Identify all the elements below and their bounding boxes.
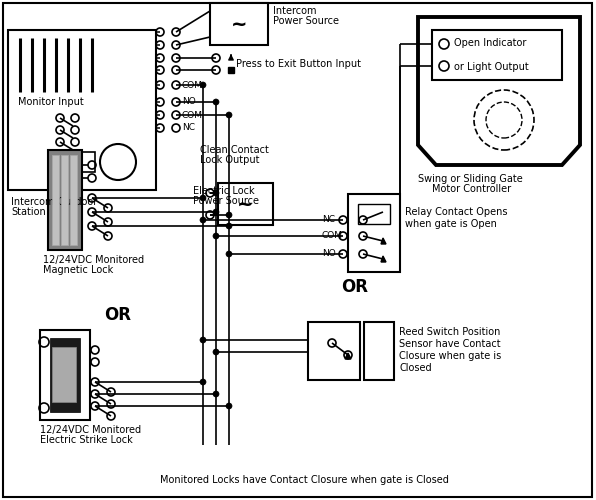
Text: Monitor Input: Monitor Input [18, 97, 84, 107]
Circle shape [200, 82, 206, 88]
Polygon shape [381, 256, 386, 262]
Text: Electric Strike Lock: Electric Strike Lock [40, 435, 133, 445]
Text: Intercom: Intercom [273, 6, 316, 16]
Text: NO: NO [182, 98, 195, 106]
Text: Power Source: Power Source [273, 16, 339, 26]
Circle shape [200, 195, 206, 201]
Text: ~: ~ [237, 194, 254, 214]
Text: Intercom Outdoor: Intercom Outdoor [11, 197, 97, 207]
Bar [364, 322, 394, 380]
Text: Swing or Sliding Gate: Swing or Sliding Gate [418, 174, 523, 184]
Text: Closed: Closed [399, 363, 432, 373]
Circle shape [213, 349, 219, 355]
Polygon shape [228, 67, 234, 73]
Circle shape [213, 233, 219, 239]
Bar [218, 183, 273, 225]
Bar [70, 155, 77, 245]
Circle shape [213, 99, 219, 105]
Text: Clean Contact: Clean Contact [200, 145, 269, 155]
Text: ~: ~ [231, 14, 247, 34]
Circle shape [226, 403, 232, 409]
Bar [40, 330, 90, 420]
Text: NC: NC [322, 216, 335, 224]
Polygon shape [345, 353, 351, 359]
Circle shape [200, 379, 206, 385]
Text: Sensor have Contact: Sensor have Contact [399, 339, 501, 349]
Bar [210, 3, 268, 45]
Circle shape [213, 209, 219, 215]
Text: or Light Output: or Light Output [454, 62, 529, 72]
Text: OR: OR [342, 278, 368, 296]
Circle shape [213, 391, 219, 397]
Text: when gate is Open: when gate is Open [405, 219, 497, 229]
Bar [52, 155, 59, 245]
Text: Station: Station [11, 207, 46, 217]
Bar [348, 194, 400, 272]
Text: Motor Controller: Motor Controller [432, 184, 511, 194]
Text: COM: COM [322, 232, 343, 240]
Text: Closure when gate is: Closure when gate is [399, 351, 501, 361]
Text: Electric Lock: Electric Lock [193, 186, 254, 196]
Text: NO: NO [322, 250, 336, 258]
Text: NC: NC [182, 124, 195, 132]
Bar [52, 347, 76, 402]
Circle shape [213, 190, 219, 196]
Text: COM: COM [182, 110, 203, 120]
Circle shape [226, 112, 232, 118]
Bar [432, 30, 562, 80]
Text: Relay Contact Opens: Relay Contact Opens [405, 207, 508, 217]
Polygon shape [381, 238, 386, 244]
Text: 12/24VDC Monitored: 12/24VDC Monitored [40, 425, 141, 435]
Text: Magnetic Lock: Magnetic Lock [43, 265, 113, 275]
Text: Open Indicator: Open Indicator [454, 38, 526, 48]
Bar [358, 204, 390, 224]
Text: Monitored Locks have Contact Closure when gate is Closed: Monitored Locks have Contact Closure whe… [160, 475, 449, 485]
Bar [50, 338, 80, 412]
Circle shape [226, 223, 232, 229]
Text: Reed Switch Position: Reed Switch Position [399, 327, 501, 337]
Circle shape [226, 212, 232, 218]
Bar [63, 152, 95, 172]
Bar [61, 155, 68, 245]
Circle shape [200, 337, 206, 343]
Circle shape [226, 251, 232, 257]
Bar [308, 322, 360, 380]
Text: COM: COM [182, 80, 203, 90]
Text: Lock Output: Lock Output [200, 155, 259, 165]
Text: 12/24VDC Monitored: 12/24VDC Monitored [43, 255, 144, 265]
Text: Press to Exit Button Input: Press to Exit Button Input [236, 59, 361, 69]
Bar [48, 150, 82, 250]
Text: OR: OR [104, 306, 132, 324]
Polygon shape [418, 17, 580, 165]
Text: Power Source: Power Source [193, 196, 259, 206]
Bar [8, 30, 156, 190]
Circle shape [200, 217, 206, 223]
